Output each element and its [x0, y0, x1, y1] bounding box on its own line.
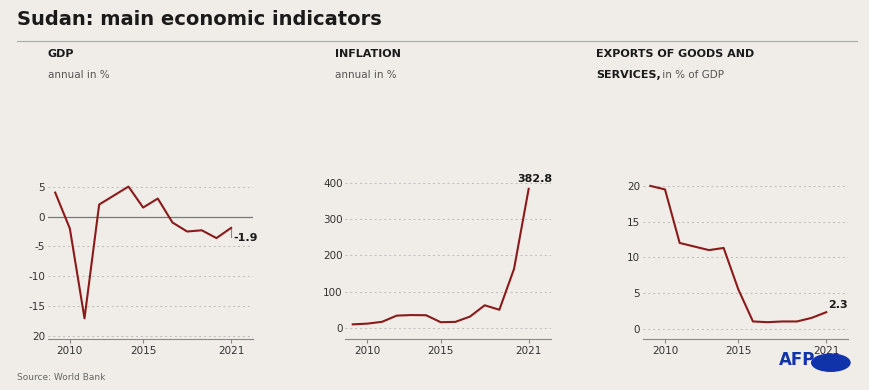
Text: annual in %: annual in % — [335, 70, 396, 80]
Text: annual in %: annual in % — [48, 70, 109, 80]
Text: GDP: GDP — [48, 49, 74, 59]
Text: AFP: AFP — [778, 351, 814, 369]
Text: SERVICES,: SERVICES, — [595, 70, 660, 80]
Text: 382.8: 382.8 — [516, 174, 552, 184]
Text: in % of GDP: in % of GDP — [658, 70, 723, 80]
Text: -1.9: -1.9 — [233, 233, 257, 243]
Text: Sudan: main economic indicators: Sudan: main economic indicators — [17, 10, 381, 29]
Text: INFLATION: INFLATION — [335, 49, 401, 59]
Text: Source: World Bank: Source: World Bank — [17, 373, 106, 382]
Text: EXPORTS OF GOODS AND: EXPORTS OF GOODS AND — [595, 49, 753, 59]
Text: 2.3: 2.3 — [827, 300, 847, 310]
